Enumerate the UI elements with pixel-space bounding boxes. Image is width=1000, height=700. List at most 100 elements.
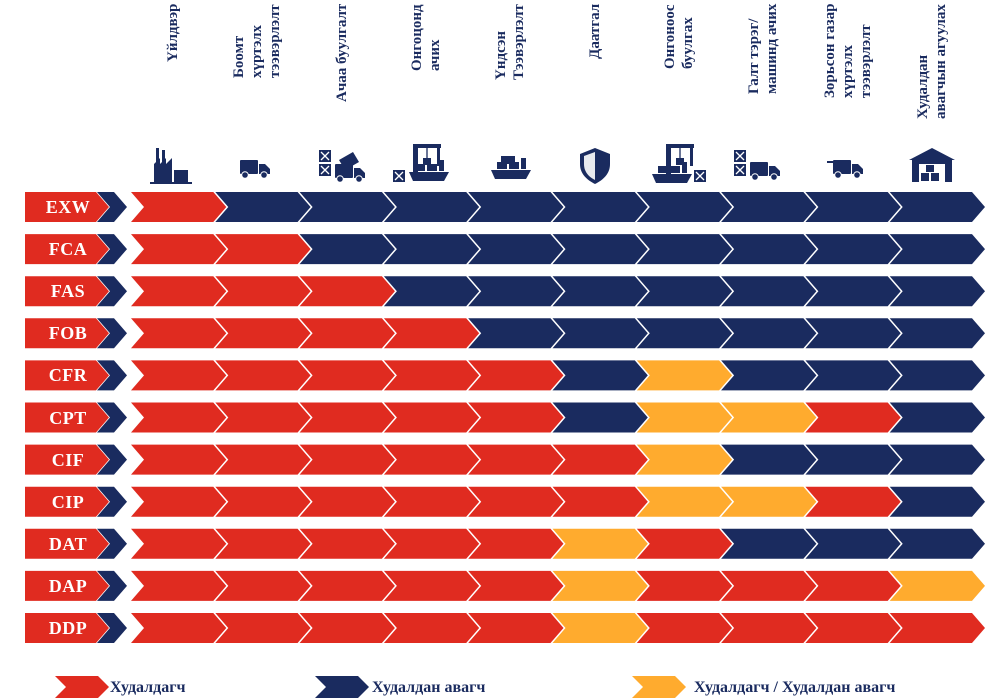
cell-seller-chevron bbox=[299, 486, 395, 517]
cell-seller-chevron bbox=[383, 570, 480, 601]
cell-seller-chevron bbox=[215, 528, 311, 559]
warehouse-icon bbox=[897, 140, 967, 186]
cell-buyer-chevron bbox=[889, 444, 985, 475]
cell-buyer-chevron bbox=[636, 318, 733, 349]
cell-seller-chevron bbox=[299, 570, 395, 601]
cell-seller-chevron bbox=[636, 613, 733, 643]
term-tail-chevron bbox=[97, 402, 127, 433]
cell-seller-chevron bbox=[468, 570, 564, 601]
cell-seller-chevron bbox=[131, 528, 227, 559]
port-crane-unloading-icon bbox=[644, 140, 714, 186]
column-label: Үндсэн Тээвэрлэлт bbox=[493, 4, 528, 80]
legend-label-shared: Худалдагч / Худалдан авагч bbox=[694, 679, 896, 696]
term-label-chevron bbox=[25, 570, 109, 601]
cell-seller-chevron bbox=[721, 613, 817, 643]
cell-shared-chevron bbox=[721, 402, 817, 433]
cell-seller-chevron bbox=[299, 276, 395, 307]
column-label: Онгоноос буулгах bbox=[661, 4, 696, 69]
term-row-cpt bbox=[25, 402, 985, 433]
cell-buyer-chevron bbox=[552, 192, 648, 222]
column-label: Ачаа буулгалт bbox=[333, 4, 350, 103]
term-label-chevron bbox=[25, 276, 109, 307]
cell-buyer-chevron bbox=[383, 234, 480, 265]
cell-seller-chevron bbox=[131, 570, 227, 601]
cell-seller-chevron bbox=[131, 192, 227, 222]
cell-shared-chevron bbox=[552, 613, 648, 643]
term-label: DAT bbox=[48, 533, 88, 554]
term-tail-chevron bbox=[97, 444, 127, 475]
cell-buyer-chevron bbox=[805, 444, 901, 475]
cell-buyer-chevron bbox=[889, 276, 985, 307]
cell-seller-chevron bbox=[299, 613, 395, 643]
cell-buyer-chevron bbox=[721, 234, 817, 265]
cell-buyer-chevron bbox=[889, 234, 985, 265]
cell-buyer-chevron bbox=[552, 318, 648, 349]
column-label: Үйлдвэр bbox=[165, 4, 182, 63]
cell-seller-chevron bbox=[889, 613, 985, 643]
legend-swatch-shared bbox=[632, 676, 686, 698]
cell-buyer-chevron bbox=[721, 276, 817, 307]
cell-buyer-chevron bbox=[468, 192, 564, 222]
cell-shared-chevron bbox=[636, 444, 733, 475]
port-crane-loading-icon bbox=[391, 140, 461, 186]
term-row-cip bbox=[25, 486, 985, 517]
cell-seller-chevron bbox=[131, 444, 227, 475]
cell-seller-chevron bbox=[299, 360, 395, 391]
term-label-chevron bbox=[25, 234, 109, 265]
cell-seller-chevron bbox=[299, 318, 395, 349]
term-tail-chevron bbox=[97, 318, 127, 349]
cell-shared-chevron bbox=[889, 570, 985, 601]
term-row-cfr bbox=[25, 360, 985, 391]
cell-seller-chevron bbox=[215, 234, 311, 265]
cell-buyer-chevron bbox=[299, 192, 395, 222]
column-label: Даатгал bbox=[586, 4, 603, 60]
delivery-truck-icon bbox=[222, 140, 292, 186]
cell-buyer-chevron bbox=[805, 528, 901, 559]
cell-buyer-chevron bbox=[889, 486, 985, 517]
term-label-chevron bbox=[25, 402, 109, 433]
term-row-fas bbox=[25, 276, 985, 307]
term-tail-chevron bbox=[97, 528, 127, 559]
term-label: CPT bbox=[49, 407, 87, 428]
column-label: Зорьсон газар хүртэлх тээвэрлэлт bbox=[821, 4, 874, 99]
term-row-fob bbox=[25, 318, 985, 349]
cell-buyer-chevron bbox=[889, 360, 985, 391]
cell-buyer-chevron bbox=[636, 276, 733, 307]
column-label: Онгоцонд ачих bbox=[409, 4, 444, 71]
cell-buyer-chevron bbox=[721, 318, 817, 349]
cell-seller-chevron bbox=[131, 402, 227, 433]
cell-seller-chevron bbox=[636, 528, 733, 559]
cell-buyer-chevron bbox=[468, 234, 564, 265]
cell-buyer-chevron bbox=[721, 192, 817, 222]
cell-seller-chevron bbox=[468, 613, 564, 643]
cell-seller-chevron bbox=[468, 528, 564, 559]
cell-buyer-chevron bbox=[299, 234, 395, 265]
cell-seller-chevron bbox=[468, 486, 564, 517]
term-tail-chevron bbox=[97, 234, 127, 265]
cell-seller-chevron bbox=[131, 234, 227, 265]
cell-buyer-chevron bbox=[889, 318, 985, 349]
cell-buyer-chevron bbox=[468, 276, 564, 307]
legend-swatch-buyer bbox=[315, 676, 369, 698]
cell-shared-chevron bbox=[721, 486, 817, 517]
term-label-chevron bbox=[25, 486, 109, 517]
cell-seller-chevron bbox=[299, 444, 395, 475]
cell-buyer-chevron bbox=[805, 276, 901, 307]
cell-seller-chevron bbox=[636, 570, 733, 601]
cell-seller-chevron bbox=[215, 613, 311, 643]
cell-buyer-chevron bbox=[383, 276, 480, 307]
cell-seller-chevron bbox=[215, 402, 311, 433]
term-label-chevron bbox=[25, 528, 109, 559]
term-label: CIP bbox=[51, 491, 85, 512]
cargo-unloading-icon bbox=[307, 140, 377, 186]
train-truck-loading-icon bbox=[728, 140, 798, 186]
cell-buyer-chevron bbox=[468, 318, 564, 349]
legend-label-seller: Худалдагч bbox=[110, 679, 186, 696]
cell-buyer-chevron bbox=[721, 528, 817, 559]
cell-buyer-chevron bbox=[636, 234, 733, 265]
cell-buyer-chevron bbox=[805, 360, 901, 391]
cell-seller-chevron bbox=[552, 444, 648, 475]
cell-seller-chevron bbox=[383, 444, 480, 475]
